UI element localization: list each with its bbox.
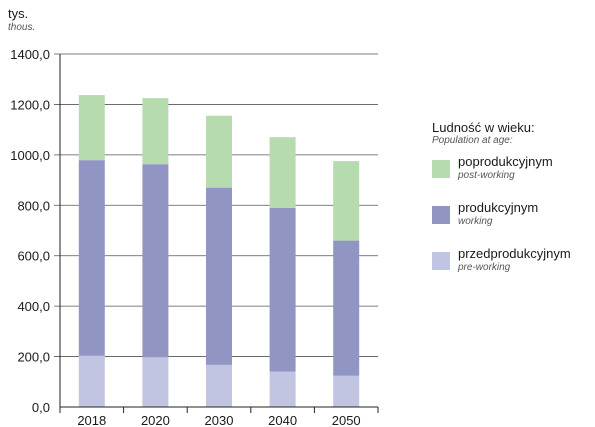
legend-label-working: produkcyjnym [458, 200, 539, 215]
legend-swatch-working [432, 206, 450, 224]
bar-segment-working [78, 160, 105, 356]
legend-sublabel-post-working: post-working [458, 170, 515, 181]
legend-item-working: produkcyjnym working [432, 200, 592, 236]
x-tick-label: 2020 [141, 413, 170, 427]
y-tick-label: 0,0 [32, 400, 50, 415]
legend-sublabel-pre-working: pre-working [458, 262, 511, 273]
legend-sublabel-working: working [458, 216, 493, 227]
bar-segment-post-working [142, 98, 169, 165]
y-tick-label: 400,0 [17, 299, 50, 314]
bar-segment-pre-working [78, 355, 105, 407]
chart-legend: Ludność w wieku: Population at age: popr… [432, 120, 592, 292]
bar-segment-post-working [333, 161, 360, 241]
bar-segment-working [269, 207, 296, 372]
legend-swatch-post-working [432, 160, 450, 178]
y-axis-unit-english: thous. [8, 22, 36, 33]
y-tick-label: 1000,0 [10, 148, 50, 163]
x-tick-label: 2018 [77, 413, 106, 427]
bar-segment-pre-working [333, 375, 360, 407]
y-tick-label: 1400,0 [10, 47, 50, 62]
y-tick-label: 600,0 [17, 249, 50, 264]
y-tick-label: 800,0 [17, 198, 50, 213]
bar-segment-pre-working [206, 364, 232, 407]
legend-title: Ludność w wieku: [432, 120, 535, 135]
legend-label-pre-working: przedprodukcyjnym [458, 246, 571, 261]
bar-segment-working [333, 240, 360, 376]
legend-item-post-working: poprodukcyjnym post-working [432, 154, 592, 190]
legend-subtitle: Population at age: [432, 135, 513, 146]
legend-item-pre-working: przedprodukcyjnym pre-working [432, 246, 592, 282]
y-tick-label: 200,0 [17, 350, 50, 365]
y-tick-label: 1200,0 [10, 97, 50, 112]
bar-segment-post-working [269, 137, 296, 208]
bar-segment-working [142, 164, 169, 358]
bar-segment-pre-working [142, 357, 169, 407]
x-tick-label: 2030 [205, 413, 234, 427]
legend-label-post-working: poprodukcyjnym [458, 154, 553, 169]
bar-segment-post-working [206, 115, 232, 188]
bar-segment-post-working [78, 95, 105, 161]
x-tick-label: 2040 [268, 413, 297, 427]
x-tick-label: 2050 [332, 413, 361, 427]
bar-segment-pre-working [269, 371, 296, 407]
y-axis-unit: tys. [8, 6, 29, 21]
legend-swatch-pre-working [432, 252, 450, 270]
bar-segment-working [206, 187, 232, 365]
